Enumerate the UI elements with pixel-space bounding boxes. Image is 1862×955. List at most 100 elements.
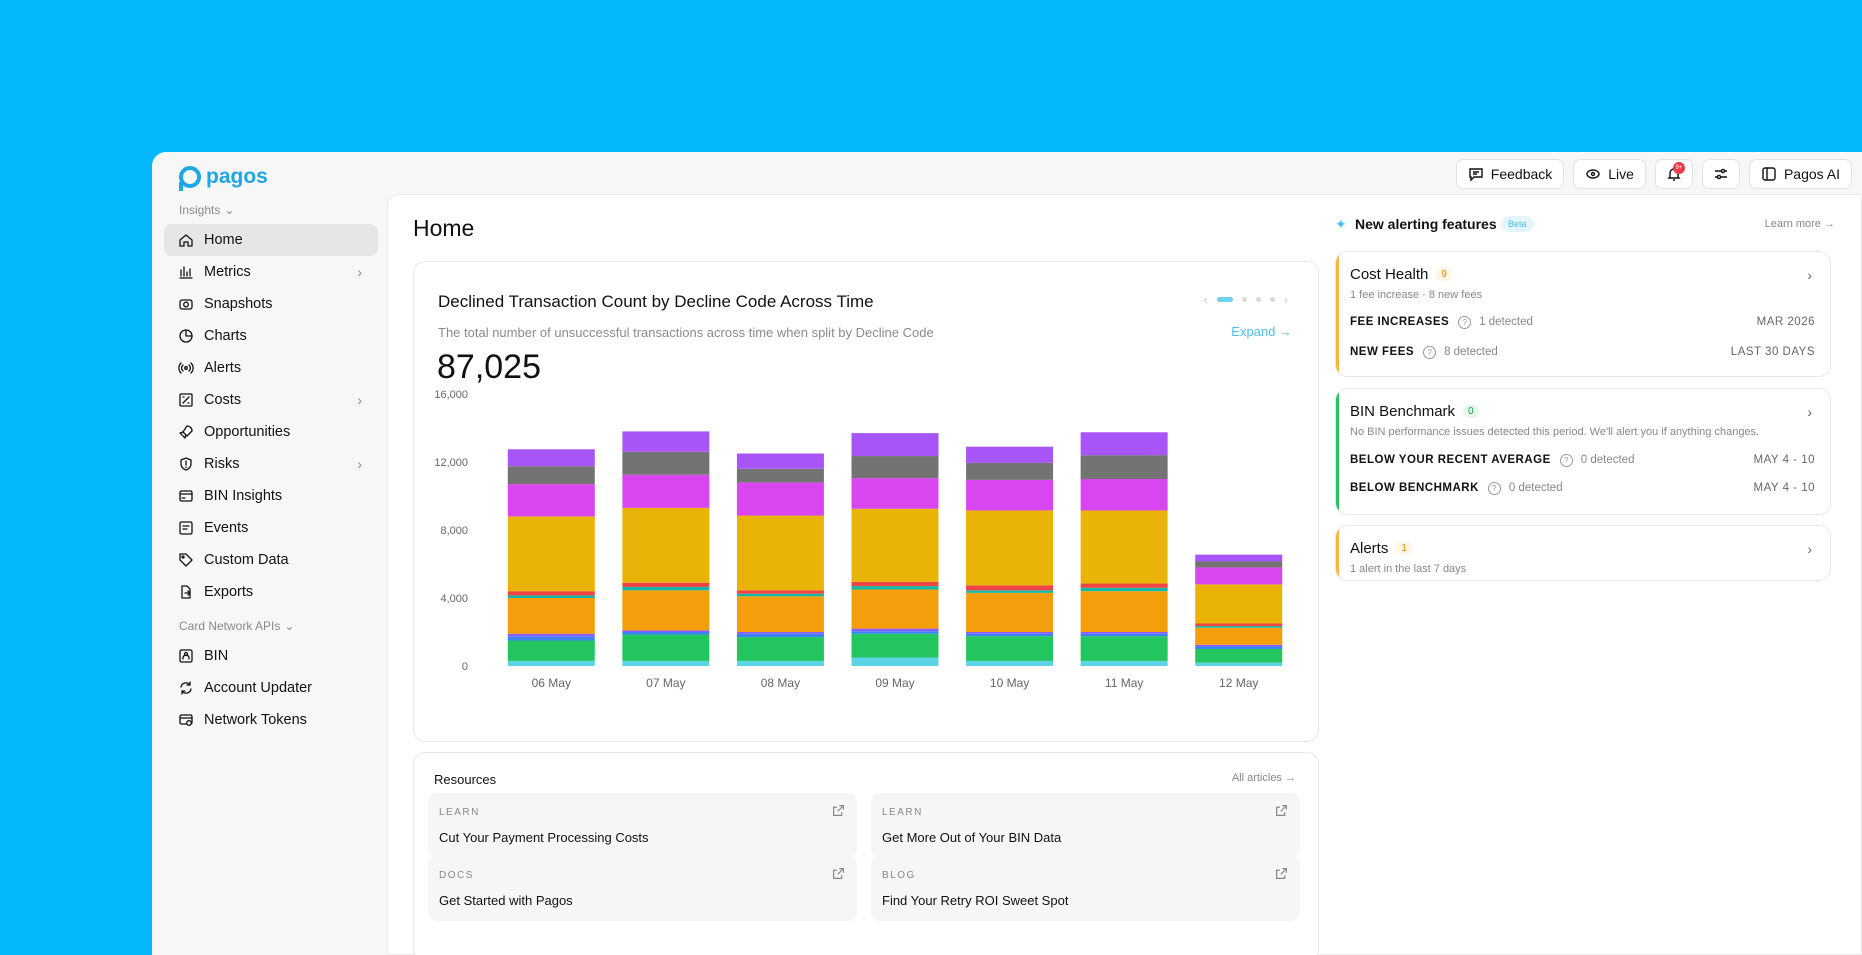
resource-card[interactable]: BLOG Find Your Retry ROI Sweet Spot	[871, 856, 1300, 921]
bar-segment[interactable]	[966, 636, 1054, 661]
bar-segment[interactable]	[622, 634, 710, 661]
pagos-logo[interactable]: pagos	[179, 165, 268, 191]
sidebar-item-charts[interactable]: Charts	[164, 320, 378, 352]
bar-segment[interactable]	[1080, 432, 1168, 456]
sidebar-item-network-tokens[interactable]: Network Tokens	[164, 704, 378, 736]
bar-segment[interactable]	[1080, 660, 1168, 666]
bar-segment[interactable]	[507, 516, 595, 592]
bar-segment[interactable]	[622, 632, 710, 635]
sidebar-section-card-network-apis[interactable]: Card Network APIs ⌄	[164, 612, 378, 640]
sidebar-section-insights[interactable]: Insights ⌄	[164, 196, 378, 224]
cost-health-card[interactable]: Cost Health 9 › 1 fee increase · 8 new fe…	[1335, 251, 1831, 377]
chevron-left-icon[interactable]: ‹	[1203, 292, 1208, 307]
bar-segment[interactable]	[851, 631, 939, 634]
sidebar-item-costs[interactable]: Costs ›	[164, 384, 378, 416]
bar-segment[interactable]	[622, 507, 710, 583]
bar-segment[interactable]	[507, 466, 595, 485]
bar-segment[interactable]	[507, 633, 595, 637]
bar-segment[interactable]	[736, 633, 824, 638]
bar-segment[interactable]	[966, 585, 1054, 591]
pagos-ai-button[interactable]: Pagos AI	[1748, 159, 1852, 189]
bar-segment[interactable]	[1195, 662, 1283, 666]
bar-segment[interactable]	[622, 630, 710, 632]
live-mode-button[interactable]: Live	[1573, 159, 1646, 189]
bar-segment[interactable]	[966, 462, 1054, 480]
bar-segment[interactable]	[851, 657, 939, 667]
sidebar-item-bin-insights[interactable]: BIN Insights	[164, 480, 378, 512]
bar-segment[interactable]	[736, 593, 824, 597]
bar-segment[interactable]	[851, 508, 939, 582]
bar-segment[interactable]	[1195, 561, 1283, 568]
external-link-icon[interactable]	[832, 804, 845, 822]
learn-more-link[interactable]: Learn more →	[1764, 218, 1835, 230]
external-link-icon[interactable]	[1275, 804, 1288, 822]
bar-segment[interactable]	[966, 660, 1054, 666]
bar-segment[interactable]	[1195, 567, 1283, 585]
bar-segment[interactable]	[1080, 591, 1168, 632]
bar-segment[interactable]	[507, 449, 595, 467]
bar-segment[interactable]	[736, 468, 824, 483]
chevron-right-icon[interactable]: ›	[1807, 541, 1812, 557]
sidebar-item-events[interactable]: Events	[164, 512, 378, 544]
notifications-button[interactable]: 9+	[1654, 159, 1693, 189]
settings-sliders-button[interactable]	[1701, 159, 1740, 189]
external-link-icon[interactable]	[832, 867, 845, 885]
chevron-right-icon[interactable]: ›	[1807, 267, 1812, 283]
resource-card[interactable]: LEARN Get More Out of Your BIN Data	[871, 793, 1300, 858]
chevron-right-icon[interactable]: ›	[1807, 404, 1812, 420]
chevron-right-icon[interactable]: ›	[1283, 292, 1288, 307]
sidebar-item-snapshots[interactable]: Snapshots	[164, 288, 378, 320]
sidebar-item-account-updater[interactable]: Account Updater	[164, 672, 378, 704]
bar-segment[interactable]	[736, 660, 824, 666]
bar-segment[interactable]	[507, 660, 595, 666]
resource-card[interactable]: DOCS Get Started with Pagos	[428, 856, 857, 921]
alerts-card[interactable]: Alerts 1 › 1 alert in the last 7 days	[1335, 525, 1831, 581]
help-icon[interactable]: ?	[1559, 453, 1573, 467]
bar-segment[interactable]	[1195, 554, 1283, 562]
bar-segment[interactable]	[851, 456, 939, 479]
bar-segment[interactable]	[507, 636, 595, 641]
bar-segment[interactable]	[736, 596, 824, 632]
bar-segment[interactable]	[1080, 632, 1168, 634]
sidebar-item-custom-data[interactable]: Custom Data	[164, 544, 378, 576]
sidebar-item-opportunities[interactable]: Opportunities	[164, 416, 378, 448]
bar-segment[interactable]	[1195, 627, 1283, 645]
bar-segment[interactable]	[622, 431, 710, 452]
bar-segment[interactable]	[851, 478, 939, 509]
bar-segment[interactable]	[1195, 644, 1283, 647]
bar-segment[interactable]	[507, 595, 595, 598]
bar-segment[interactable]	[622, 451, 710, 475]
bar-segment[interactable]	[736, 637, 824, 661]
bar-segment[interactable]	[507, 591, 595, 596]
bar-segment[interactable]	[851, 581, 939, 587]
bar-segment[interactable]	[1080, 583, 1168, 588]
bar-segment[interactable]	[736, 482, 824, 516]
bar-segment[interactable]	[1195, 646, 1283, 649]
bar-segment[interactable]	[1080, 636, 1168, 661]
bar-segment[interactable]	[736, 590, 824, 594]
bar-segment[interactable]	[1080, 479, 1168, 511]
bar-segment[interactable]	[966, 446, 1054, 463]
bar-segment[interactable]	[1195, 626, 1283, 628]
bar-segment[interactable]	[851, 589, 939, 629]
bar-segment[interactable]	[736, 453, 824, 469]
sidebar-item-exports[interactable]: Exports	[164, 576, 378, 608]
bar-segment[interactable]	[851, 633, 939, 658]
feedback-button[interactable]: Feedback	[1455, 159, 1565, 189]
sidebar-item-risks[interactable]: Risks ›	[164, 448, 378, 480]
bar-segment[interactable]	[736, 515, 824, 591]
bar-segment[interactable]	[622, 590, 710, 631]
bar-segment[interactable]	[966, 510, 1054, 586]
all-articles-link[interactable]: All articles →	[1232, 772, 1296, 784]
bar-segment[interactable]	[966, 590, 1054, 593]
bar-segment[interactable]	[507, 484, 595, 517]
bar-segment[interactable]	[966, 633, 1054, 637]
bin-benchmark-card[interactable]: BIN Benchmark 0 › No BIN performance issu…	[1335, 388, 1831, 515]
pager-dot[interactable]	[1269, 297, 1275, 302]
bar-segment[interactable]	[966, 592, 1054, 632]
bar-segment[interactable]	[1080, 510, 1168, 584]
bar-segment[interactable]	[1080, 633, 1168, 637]
expand-link[interactable]: Expand →	[1231, 324, 1292, 339]
bar-segment[interactable]	[622, 582, 710, 587]
sidebar-item-metrics[interactable]: Metrics ›	[164, 256, 378, 288]
